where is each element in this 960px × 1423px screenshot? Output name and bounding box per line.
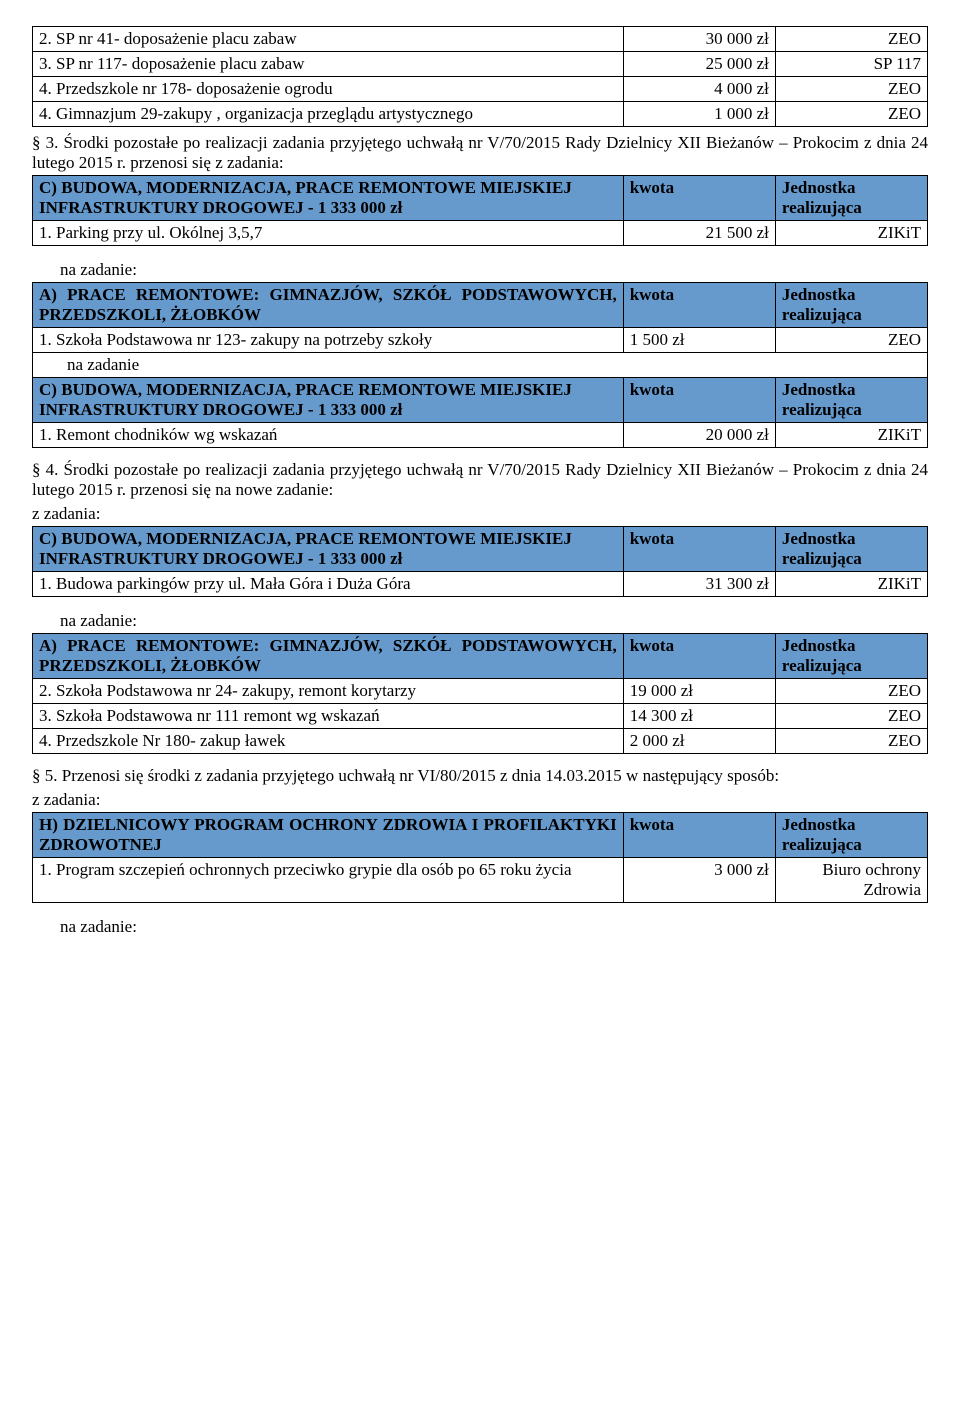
cell: 25 000 zł <box>623 52 775 77</box>
cell: 4. Gimnazjum 29-zakupy , organizacja prz… <box>33 102 624 127</box>
cell: ZIKiT <box>775 572 927 597</box>
cell: Biuro ochrony Zdrowia <box>775 858 927 903</box>
table-row: 4. Gimnazjum 29-zakupy , organizacja prz… <box>33 102 928 127</box>
table-row: 1. Program szczepień ochronnych przeciwk… <box>33 858 928 903</box>
cell: 19 000 zł <box>623 679 775 704</box>
table-row: 1. Budowa parkingów przy ul. Mała Góra i… <box>33 572 928 597</box>
label-na-zadanie: na zadanie: <box>32 917 928 937</box>
table-a-1: A) PRACE REMONTOWE: GIMNAZJÓW, SZKÓŁ POD… <box>32 282 928 448</box>
header-kwota: kwota <box>623 176 775 221</box>
table-row: 4. Przedszkole nr 178- doposażenie ogrod… <box>33 77 928 102</box>
table-c-1: C) BUDOWA, MODERNIZACJA, PRACE REMONTOWE… <box>32 175 928 246</box>
cell: 3. SP nr 117- doposażenie placu zabaw <box>33 52 624 77</box>
label-na-zadanie: na zadanie: <box>32 260 928 280</box>
header-kwota: kwota <box>623 283 775 328</box>
table-a-2: A) PRACE REMONTOWE: GIMNAZJÓW, SZKÓŁ POD… <box>32 633 928 754</box>
cell: 14 300 zł <box>623 704 775 729</box>
cell: ZEO <box>775 102 927 127</box>
cell: ZEO <box>775 27 927 52</box>
cell: 1. Program szczepień ochronnych przeciwk… <box>33 858 624 903</box>
label-na-zadanie: na zadanie: <box>32 611 928 631</box>
header-title: H) DZIELNICOWY PROGRAM OCHRONY ZDROWIA I… <box>33 813 624 858</box>
cell: 1. Remont chodników wg wskazań <box>33 423 624 448</box>
label-z-zadania: z zadania: <box>32 790 928 810</box>
table-row: 2. SP nr 41- doposażenie placu zabaw 30 … <box>33 27 928 52</box>
cell: 1 500 zł <box>623 328 775 353</box>
paragraph-s4: § 4. Środki pozostałe po realizacji zada… <box>32 460 928 500</box>
cell: 20 000 zł <box>623 423 775 448</box>
header-jednostka: Jednostka realizująca <box>775 283 927 328</box>
table-h: H) DZIELNICOWY PROGRAM OCHRONY ZDROWIA I… <box>32 812 928 903</box>
cell: ZEO <box>775 679 927 704</box>
header-jednostka: Jednostka realizująca <box>775 813 927 858</box>
cell: 4. Przedszkole nr 178- doposażenie ogrod… <box>33 77 624 102</box>
label-z-zadania: z zadania: <box>32 504 928 524</box>
paragraph-s3: § 3. Środki pozostałe po realizacji zada… <box>32 133 928 173</box>
cell: 1. Parking przy ul. Okólnej 3,5,7 <box>33 221 624 246</box>
cell: 21 500 zł <box>623 221 775 246</box>
header-jednostka: Jednostka realizująca <box>775 378 927 423</box>
cell: ZIKiT <box>775 221 927 246</box>
table-header: C) BUDOWA, MODERNIZACJA, PRACE REMONTOWE… <box>33 176 928 221</box>
table-header: A) PRACE REMONTOWE: GIMNAZJÓW, SZKÓŁ POD… <box>33 283 928 328</box>
cell: 2. Szkoła Podstawowa nr 24- zakupy, remo… <box>33 679 624 704</box>
cell: ZIKiT <box>775 423 927 448</box>
table-header: H) DZIELNICOWY PROGRAM OCHRONY ZDROWIA I… <box>33 813 928 858</box>
cell: ZEO <box>775 77 927 102</box>
header-kwota: kwota <box>623 378 775 423</box>
header-jednostka: Jednostka realizująca <box>775 634 927 679</box>
header-kwota: kwota <box>623 813 775 858</box>
cell: 4 000 zł <box>623 77 775 102</box>
cell: 1 000 zł <box>623 102 775 127</box>
header-jednostka: Jednostka realizująca <box>775 176 927 221</box>
cell: 3. Szkoła Podstawowa nr 111 remont wg ws… <box>33 704 624 729</box>
header-title: A) PRACE REMONTOWE: GIMNAZJÓW, SZKÓŁ POD… <box>33 283 624 328</box>
table-row: 1. Parking przy ul. Okólnej 3,5,7 21 500… <box>33 221 928 246</box>
table-initial: 2. SP nr 41- doposażenie placu zabaw 30 … <box>32 26 928 127</box>
header-title: A) PRACE REMONTOWE: GIMNAZJÓW, SZKÓŁ POD… <box>33 634 624 679</box>
cell: ZEO <box>775 729 927 754</box>
cell: 3 000 zł <box>623 858 775 903</box>
cell: 1. Szkoła Podstawowa nr 123- zakupy na p… <box>33 328 624 353</box>
table-row: 1. Remont chodników wg wskazań 20 000 zł… <box>33 423 928 448</box>
cell-na-zadanie: na zadanie <box>33 353 928 378</box>
cell: 4. Przedszkole Nr 180- zakup ławek <box>33 729 624 754</box>
paragraph-s5: § 5. Przenosi się środki z zadania przyj… <box>32 766 928 786</box>
table-row: 3. Szkoła Podstawowa nr 111 remont wg ws… <box>33 704 928 729</box>
cell: ZEO <box>775 704 927 729</box>
header-kwota: kwota <box>623 634 775 679</box>
cell: 30 000 zł <box>623 27 775 52</box>
cell: SP 117 <box>775 52 927 77</box>
table-row: 4. Przedszkole Nr 180- zakup ławek 2 000… <box>33 729 928 754</box>
table-row: 1. Szkoła Podstawowa nr 123- zakupy na p… <box>33 328 928 353</box>
cell: 2 000 zł <box>623 729 775 754</box>
header-title: C) BUDOWA, MODERNIZACJA, PRACE REMONTOWE… <box>33 527 624 572</box>
table-row: 3. SP nr 117- doposażenie placu zabaw 25… <box>33 52 928 77</box>
table-header: C) BUDOWA, MODERNIZACJA, PRACE REMONTOWE… <box>33 527 928 572</box>
cell: ZEO <box>775 328 927 353</box>
table-header: A) PRACE REMONTOWE: GIMNAZJÓW, SZKÓŁ POD… <box>33 634 928 679</box>
cell: 31 300 zł <box>623 572 775 597</box>
table-c-2: C) BUDOWA, MODERNIZACJA, PRACE REMONTOWE… <box>32 526 928 597</box>
cell: 1. Budowa parkingów przy ul. Mała Góra i… <box>33 572 624 597</box>
table-header: C) BUDOWA, MODERNIZACJA, PRACE REMONTOWE… <box>33 378 928 423</box>
header-jednostka: Jednostka realizująca <box>775 527 927 572</box>
cell: 2. SP nr 41- doposażenie placu zabaw <box>33 27 624 52</box>
header-title: C) BUDOWA, MODERNIZACJA, PRACE REMONTOWE… <box>33 176 624 221</box>
table-row: na zadanie <box>33 353 928 378</box>
header-kwota: kwota <box>623 527 775 572</box>
table-row: 2. Szkoła Podstawowa nr 24- zakupy, remo… <box>33 679 928 704</box>
header-title: C) BUDOWA, MODERNIZACJA, PRACE REMONTOWE… <box>33 378 624 423</box>
